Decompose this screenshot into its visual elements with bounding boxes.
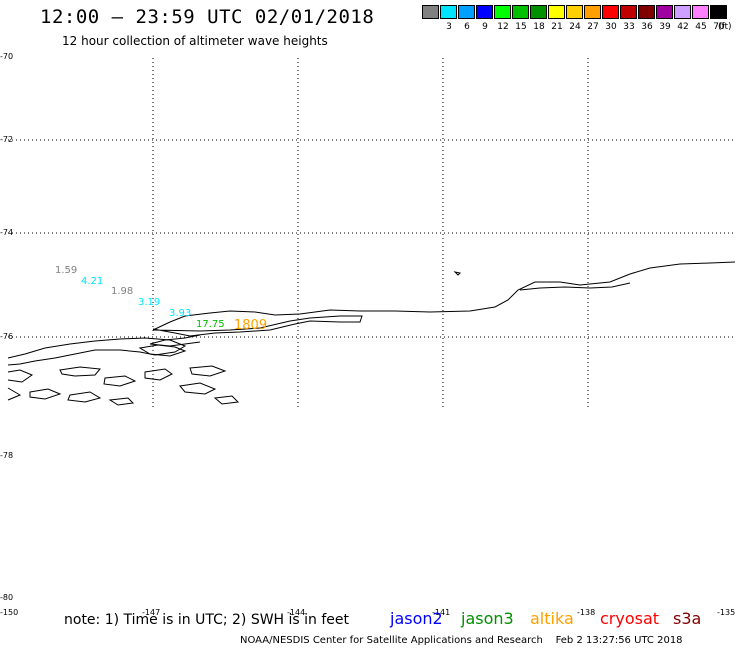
lat-label: -72 bbox=[0, 135, 14, 144]
map-title: 12:00 – 23:59 UTC 02/01/2018 bbox=[40, 6, 375, 28]
color-legend-label: 36 bbox=[641, 22, 653, 32]
wave-height-label: 1.59 bbox=[55, 265, 78, 276]
wave-height-label: 1809 bbox=[234, 318, 268, 333]
graticule bbox=[8, 58, 735, 408]
color-legend-label: 27 bbox=[587, 22, 599, 32]
island-outline bbox=[67, 391, 102, 403]
color-legend-swatch bbox=[530, 5, 547, 19]
color-legend-labels: 3 6 9 12 15 18 21 24 27 30 33 36 39 42 45 70 bbox=[422, 22, 728, 32]
color-legend-swatch bbox=[548, 5, 565, 19]
color-legend-swatch bbox=[602, 5, 619, 19]
lat-label: -74 bbox=[0, 228, 14, 237]
lon-label: -135 bbox=[717, 608, 736, 617]
island-outline bbox=[179, 382, 217, 395]
color-legend-label: 39 bbox=[659, 22, 671, 32]
lon-label: -147 bbox=[142, 608, 161, 617]
lon-label: -141 bbox=[432, 608, 451, 617]
satellite-legend-item: s3a bbox=[673, 609, 702, 628]
color-legend-swatch bbox=[584, 5, 601, 19]
wave-height-label: 4.21 bbox=[81, 276, 104, 287]
island-outline bbox=[108, 397, 135, 406]
color-legend-swatch bbox=[476, 5, 493, 19]
coast-west bbox=[7, 337, 187, 366]
color-legend-label: 70 bbox=[713, 22, 725, 32]
island-outline bbox=[103, 375, 137, 387]
color-legend-swatch bbox=[440, 5, 457, 19]
color-legend-label: 12 bbox=[497, 22, 509, 32]
color-legend-swatch bbox=[458, 5, 475, 19]
color-legend-label: 45 bbox=[695, 22, 707, 32]
small-island bbox=[453, 271, 462, 276]
island-outline bbox=[7, 369, 34, 383]
timestamp: Feb 2 13:27:56 UTC 2018 bbox=[555, 635, 683, 646]
color-legend-unit: (ft) bbox=[718, 22, 732, 32]
map-subtitle: 12 hour collection of altimeter wave hei… bbox=[62, 34, 328, 48]
island-outline bbox=[189, 365, 227, 377]
coast-south bbox=[7, 387, 22, 401]
island-outline bbox=[138, 344, 187, 357]
lon-label: -138 bbox=[577, 608, 596, 617]
wave-height-label: 17.75 bbox=[196, 319, 225, 330]
color-legend-label: 6 bbox=[464, 22, 470, 32]
island-outline bbox=[144, 368, 173, 381]
color-legend-swatch bbox=[692, 5, 709, 19]
color-legend-swatch bbox=[512, 5, 529, 19]
ice-shelf-edge-lower bbox=[152, 315, 363, 337]
credit-line: NOAA/NESDIS Center for Satellite Applica… bbox=[240, 635, 683, 646]
wave-height-label: 3.93 bbox=[169, 308, 192, 319]
coastline bbox=[7, 261, 736, 406]
satellite-legend-item: jason3 bbox=[461, 609, 514, 628]
island-outline bbox=[59, 366, 101, 377]
color-legend-swatch bbox=[422, 5, 439, 19]
color-legend-label: 15 bbox=[515, 22, 527, 32]
color-legend-label: 3 bbox=[446, 22, 452, 32]
wave-height-label: 3.19 bbox=[138, 297, 161, 308]
lon-label: -144 bbox=[287, 608, 306, 617]
footnote: note: 1) Time is in UTC; 2) SWH is in fe… bbox=[64, 612, 350, 628]
lat-label: -78 bbox=[0, 451, 14, 460]
lat-label: -80 bbox=[0, 593, 14, 602]
color-legend bbox=[422, 5, 728, 19]
color-legend-swatch bbox=[620, 5, 637, 19]
color-legend-swatch bbox=[656, 5, 673, 19]
color-legend-swatch bbox=[674, 5, 691, 19]
credit-text: NOAA/NESDIS Center for Satellite Applica… bbox=[240, 635, 543, 646]
color-legend-swatch bbox=[638, 5, 655, 19]
lat-label: -70 bbox=[0, 52, 14, 61]
color-legend-label: 33 bbox=[623, 22, 635, 32]
satellite-legend-item: altika bbox=[530, 609, 574, 628]
satellite-legend-item: jason2 bbox=[390, 609, 443, 628]
coast-segment bbox=[519, 282, 631, 291]
lon-label: -150 bbox=[0, 608, 19, 617]
color-legend-swatch bbox=[494, 5, 511, 19]
color-legend-swatch bbox=[566, 5, 583, 19]
island-outline bbox=[213, 395, 240, 405]
color-legend-label: 24 bbox=[569, 22, 581, 32]
wave-height-label: 1.98 bbox=[111, 286, 134, 297]
color-legend-swatch bbox=[710, 5, 727, 19]
island-outline bbox=[29, 388, 62, 400]
ice-shelf-edge bbox=[152, 261, 736, 331]
color-legend-label: 42 bbox=[677, 22, 689, 32]
color-legend-label: 30 bbox=[605, 22, 617, 32]
satellite-legend-item: cryosat bbox=[600, 609, 660, 628]
color-legend-label: 21 bbox=[551, 22, 563, 32]
lat-label: -76 bbox=[0, 332, 14, 341]
color-legend-label: 18 bbox=[533, 22, 545, 32]
coast-segment bbox=[149, 334, 201, 347]
color-legend-label: 9 bbox=[482, 22, 488, 32]
